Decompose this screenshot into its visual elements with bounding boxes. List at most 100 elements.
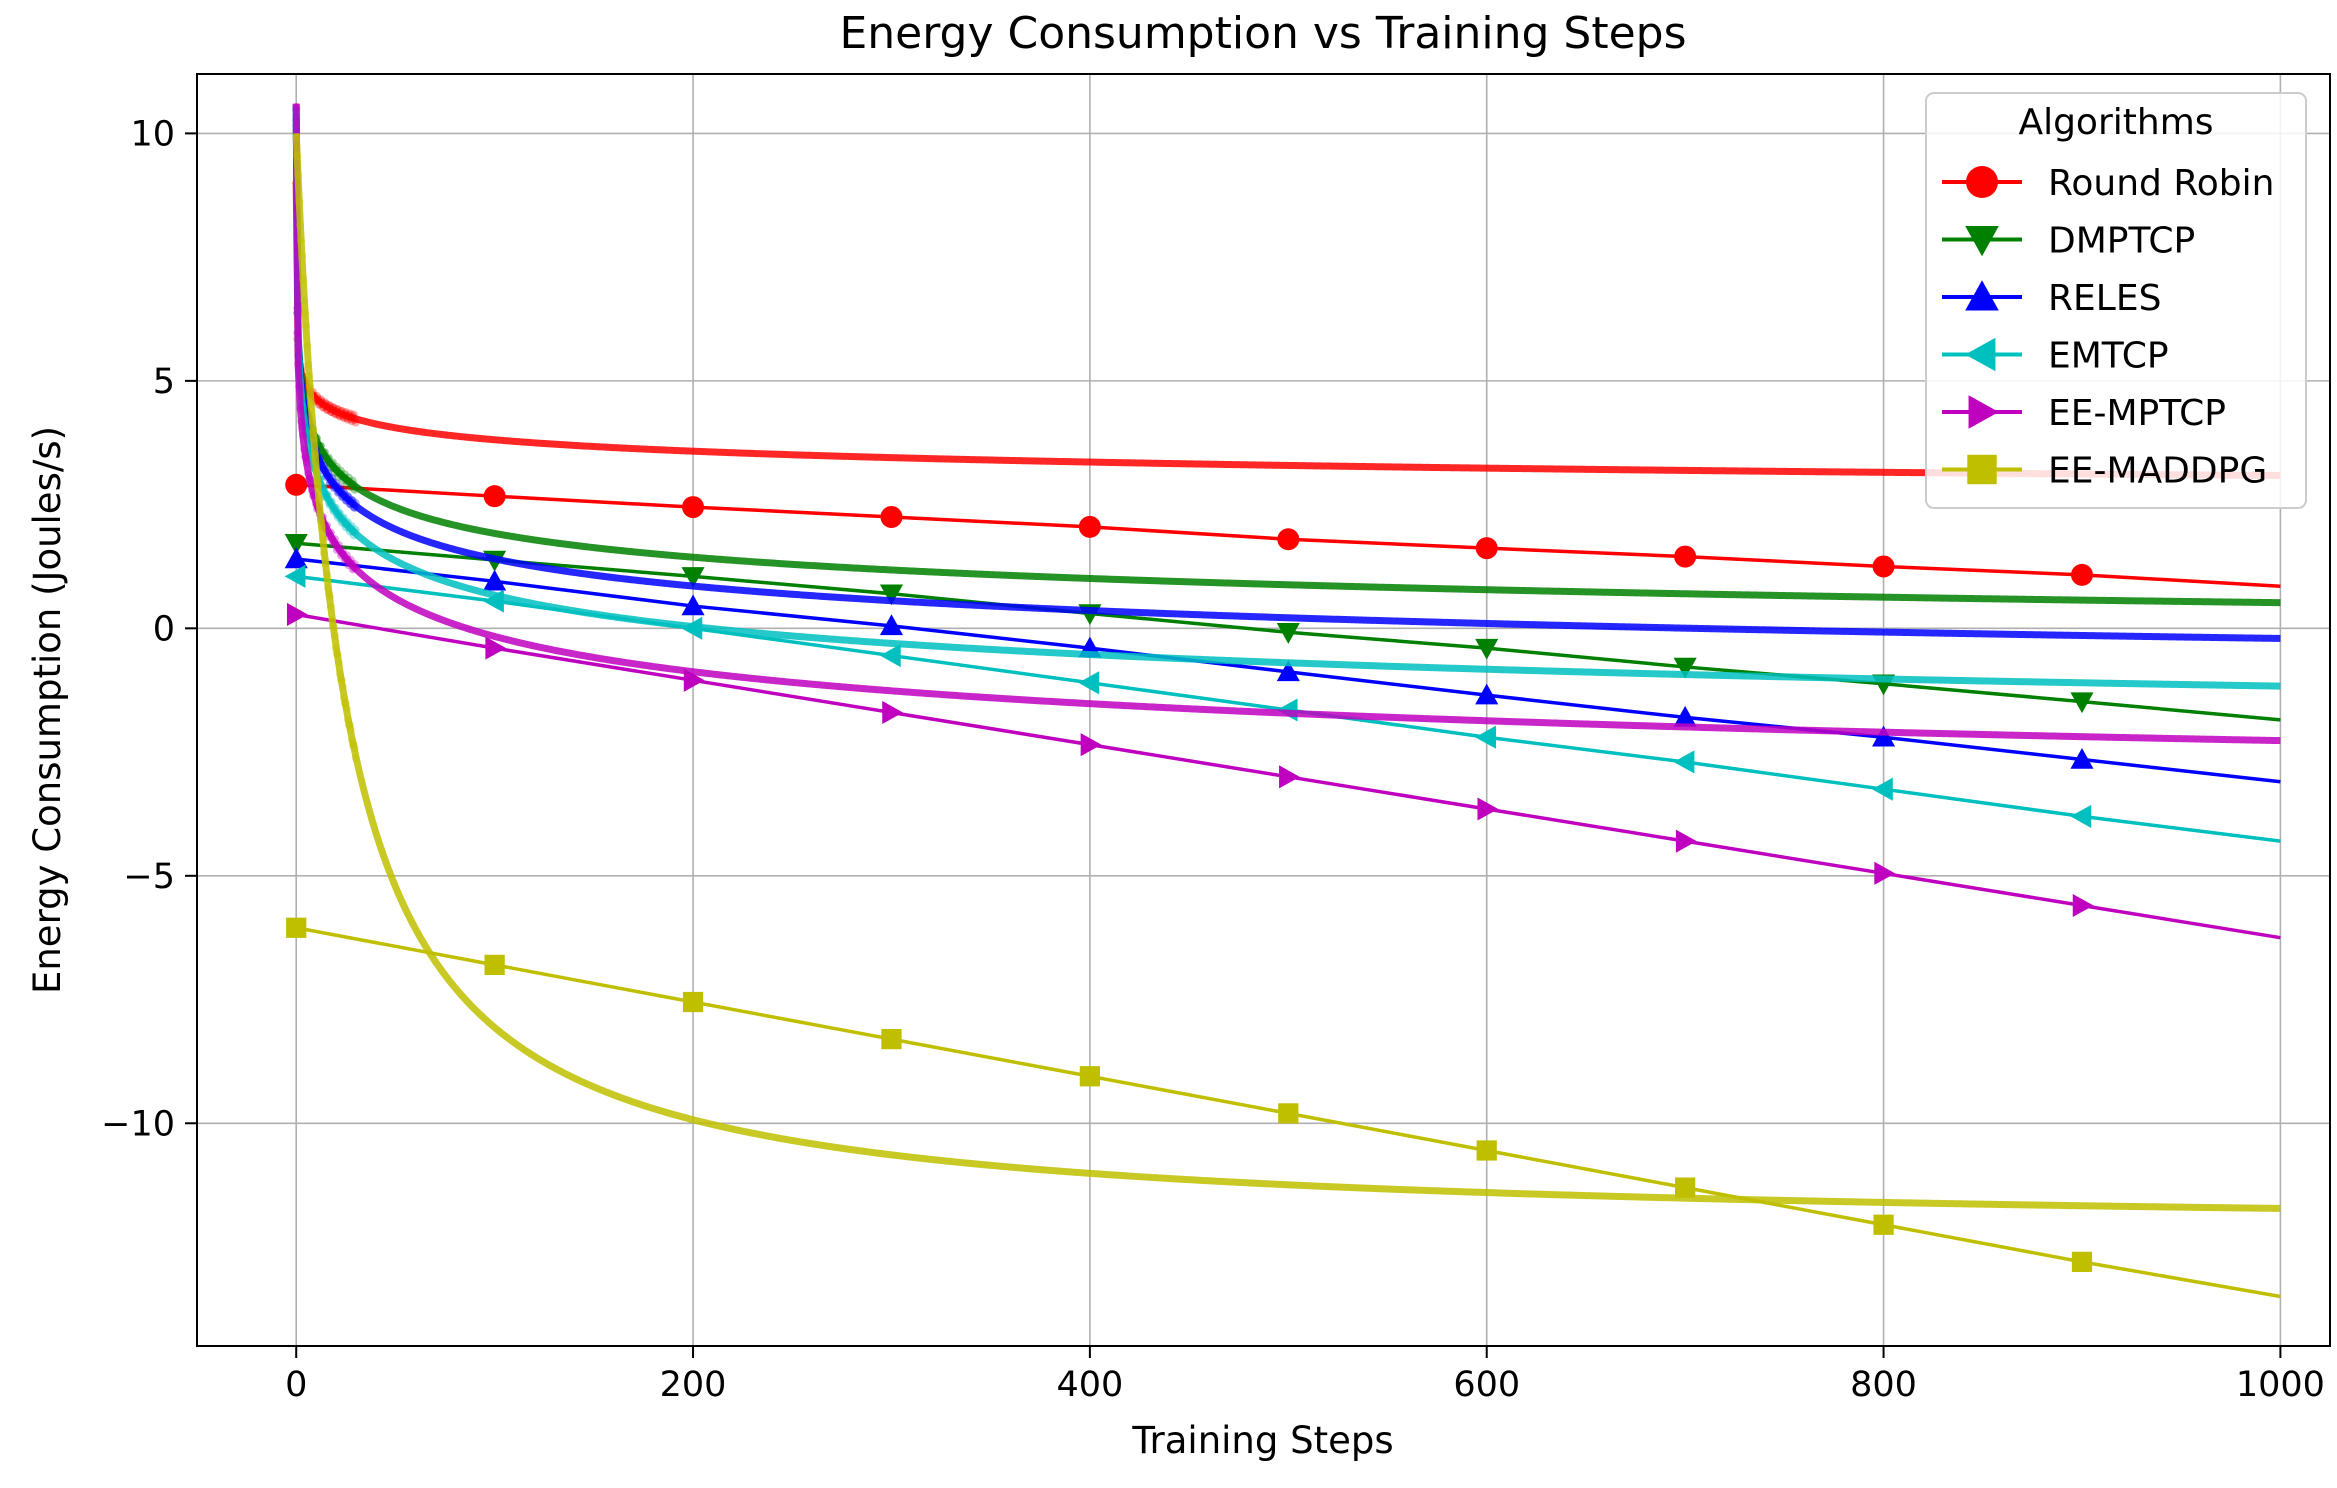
fitted-curve-reles — [292, 113, 2282, 642]
plot-frame — [196, 73, 2331, 1347]
marker-ee-maddpg — [1675, 1177, 1696, 1198]
chart-title: Energy Consumption vs Training Steps — [839, 8, 1686, 59]
fitted-curve-ee-maddpg — [292, 133, 2282, 1212]
legend-entry-ee-mptcp: EE-MPTCP — [1942, 393, 2226, 434]
marker-round-robin — [1078, 515, 1101, 538]
marker-round-robin — [880, 505, 903, 528]
marker-round-robin — [1277, 528, 1300, 551]
legend-entry-reles: RELES — [1942, 278, 2161, 319]
marker-reles — [1276, 660, 1300, 682]
marker-ee-mptcp — [1675, 829, 1697, 853]
x-tick-label: 1000 — [2236, 1365, 2325, 1405]
y-tick-label: 5 — [153, 362, 175, 402]
legend-marker — [1965, 337, 1996, 372]
marker-emtcp — [284, 564, 306, 588]
legend-label: EMTCP — [2048, 336, 2169, 377]
legend-label: DMPTCP — [2048, 221, 2195, 262]
y-axis-label: Energy Consumption (Joules/s) — [26, 426, 69, 994]
marker-emtcp — [1673, 750, 1695, 774]
marker-ee-maddpg — [2071, 1251, 2093, 1272]
fitted-curve-dmptcp — [292, 123, 2282, 607]
marker-emtcp — [681, 616, 703, 640]
marker-ee-mptcp — [882, 700, 904, 725]
marker-ee-maddpg — [682, 991, 704, 1013]
marker-ee-maddpg — [1873, 1214, 1894, 1235]
marker-dmptcp — [681, 567, 705, 588]
marker-ee-mptcp — [1477, 797, 1499, 821]
axis-ticks: 0 200 400 600 800 1000 −10 −5 0 5 10 — [101, 114, 2325, 1405]
x-tick-label: 200 — [660, 1365, 727, 1405]
legend-title: Algorithms — [2018, 102, 2213, 143]
marker-reles — [1872, 725, 1896, 747]
legend-label: EE-MPTCP — [2048, 393, 2226, 434]
legend-entries: Round Robin DMPTCP RELES EMTCP EE-MPTCP EE-MA… — [1942, 163, 2274, 492]
marker-round-robin — [483, 485, 506, 508]
x-tick-label: 800 — [1850, 1365, 1917, 1405]
marker-dmptcp — [2070, 692, 2094, 714]
marker-dmptcp — [284, 533, 308, 555]
marker-emtcp — [1078, 671, 1100, 695]
marker-ee-mptcp — [683, 668, 705, 692]
y-tick-label: 10 — [130, 114, 175, 154]
marker-ee-mptcp — [2072, 893, 2094, 918]
marker-ee-maddpg — [484, 954, 505, 976]
marker-ee-mptcp — [485, 636, 507, 660]
marker-reles — [1673, 705, 1697, 727]
marker-round-robin — [1872, 555, 1895, 578]
legend-marker — [1965, 226, 1999, 257]
marker-emtcp — [1872, 777, 1893, 801]
marker-ee-maddpg — [1278, 1103, 1299, 1124]
marker-dmptcp — [879, 584, 904, 606]
marker-dmptcp — [1276, 623, 1300, 644]
x-tick-label: 600 — [1453, 1365, 1520, 1405]
legend-label: RELES — [2048, 278, 2161, 319]
marker-reles — [2070, 747, 2094, 769]
marker-dmptcp — [1475, 638, 1499, 660]
x-axis-label: Training Steps — [1131, 1419, 1393, 1462]
legend-entry-ee-maddpg: EE-MADDPG — [1942, 451, 2267, 492]
marker-emtcp — [1475, 725, 1496, 749]
marker-ee-maddpg — [1079, 1066, 1101, 1087]
marker-reles — [284, 547, 308, 569]
legend-entry-dmptcp: DMPTCP — [1942, 221, 2195, 262]
marker-ee-maddpg — [286, 917, 307, 938]
series-ee-mptcp — [286, 102, 2282, 940]
marker-emtcp — [2070, 804, 2092, 828]
marker-ee-maddpg — [881, 1029, 902, 1050]
marker-ee-maddpg — [1476, 1140, 1497, 1161]
marker-ee-mptcp — [1279, 765, 1300, 789]
marker-dmptcp — [1673, 657, 1697, 679]
series-layer — [284, 102, 2282, 1299]
marker-emtcp — [879, 644, 901, 668]
x-tick-label: 400 — [1056, 1365, 1123, 1405]
legend-label: Round Robin — [2048, 163, 2274, 204]
legend-marker — [1966, 166, 1998, 198]
marker-ee-mptcp — [1874, 861, 1896, 885]
marker-ee-mptcp — [1080, 733, 1102, 757]
legend-entry-emtcp: EMTCP — [1942, 336, 2169, 377]
marker-emtcp — [483, 589, 504, 613]
marker-round-robin — [682, 496, 705, 519]
marker-reles — [879, 614, 904, 636]
marker-round-robin — [2070, 563, 2093, 586]
marker-reles — [483, 569, 507, 591]
y-tick-label: −10 — [101, 1104, 175, 1144]
legend-label: EE-MADDPG — [2048, 451, 2267, 492]
y-tick-label: −5 — [123, 857, 175, 897]
marker-reles — [1475, 683, 1499, 705]
marker-round-robin — [1674, 545, 1697, 568]
y-tick-label: 0 — [153, 609, 175, 649]
fitted-curve-ee-mptcp — [292, 103, 2282, 745]
marker-reles — [681, 594, 705, 616]
series-ee-maddpg — [286, 133, 2282, 1299]
legend-marker — [1967, 454, 1997, 485]
marker-ee-mptcp — [286, 602, 308, 627]
legend-entry-round-robin: Round Robin — [1942, 163, 2274, 204]
legend-marker — [1968, 395, 1999, 429]
legend: Algorithms Round Robin DMPTCP RELES EMTCP EE… — [1925, 92, 2307, 509]
x-tick-label: 0 — [285, 1365, 307, 1405]
marker-round-robin — [285, 473, 308, 496]
marker-round-robin — [1475, 537, 1498, 560]
